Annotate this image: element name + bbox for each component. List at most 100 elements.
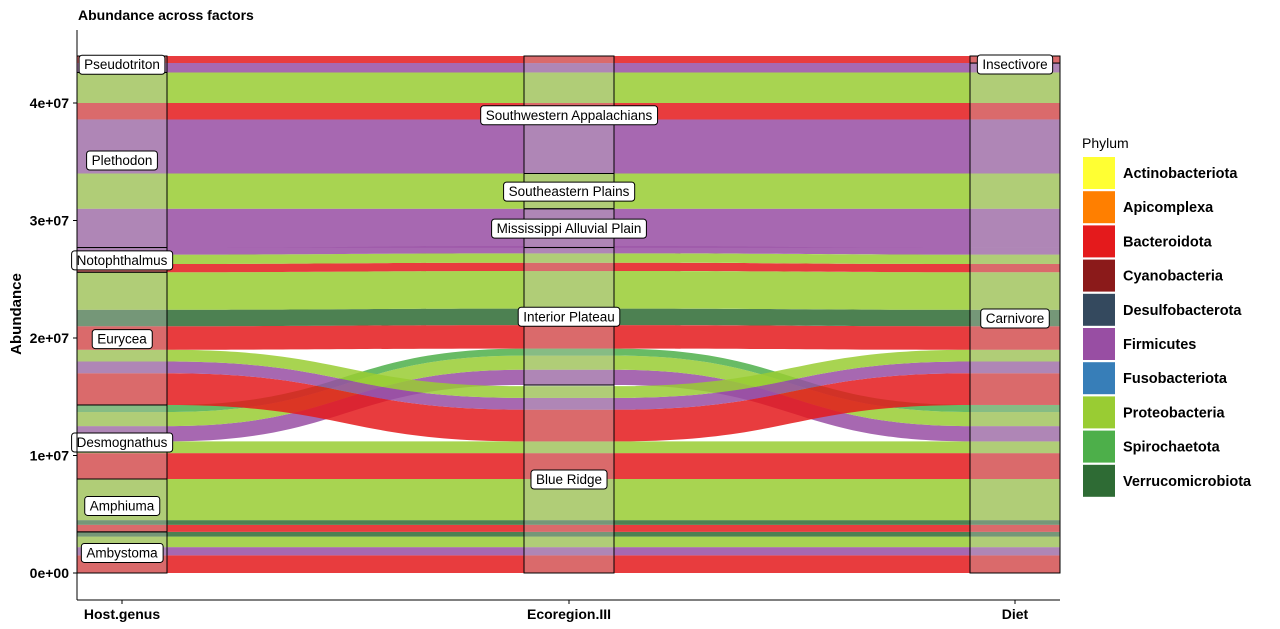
stratum-flow-band (970, 208, 1060, 248)
stratum-flow-band (524, 119, 614, 174)
flow-ribbon (167, 536, 524, 548)
stratum-flow-band (970, 547, 1060, 556)
stratum-label: Blue Ridge (530, 469, 608, 490)
flow-ribbon (167, 453, 524, 479)
flow-ribbon (614, 253, 970, 264)
stratum-label: Mississippi Alluvial Plain (491, 218, 647, 239)
legend-label: Desulfobacterota (1123, 303, 1242, 319)
flow-ribbon (167, 308, 524, 327)
stratum-label-text: Southwestern Appalachians (486, 108, 653, 123)
flow-ribbon (614, 72, 970, 103)
legend-swatch (1083, 225, 1115, 258)
stratum-label: Pseudotriton (78, 54, 166, 75)
stratum-flow-band (970, 72, 1060, 103)
flow-ribbon (614, 208, 970, 248)
flows-layer (77, 56, 1060, 573)
flow-ribbon (167, 373, 524, 442)
stratum-flow-band (970, 247, 1060, 255)
stratum-label: Eurycea (91, 329, 153, 350)
stratum-label: Ambystoma (80, 542, 164, 563)
stratum-label-box (980, 308, 1050, 329)
legend-swatch (1083, 430, 1115, 463)
legend-swatch (1083, 191, 1115, 224)
flow-ribbon (614, 246, 970, 255)
legend-label: Bacteroidota (1123, 234, 1213, 250)
stratum-flow-band (970, 173, 1060, 209)
flow-ribbon (167, 262, 524, 273)
flow-ribbon (167, 119, 524, 174)
stratum-flow-band (524, 253, 614, 263)
y-tick-label: 2e+07 (30, 330, 70, 346)
stratum-flow-band (970, 263, 1060, 273)
stratum-flow-band (77, 72, 167, 103)
flow-ribbon (167, 253, 524, 264)
stratum-flow-band (77, 272, 167, 310)
flow-ribbon (167, 441, 524, 454)
stratum-flow-band (970, 531, 1060, 537)
stratum-flow-band (524, 555, 614, 573)
flow-ribbon (614, 479, 970, 521)
y-ticks-layer: 0e+00 1e+07 2e+07 3e+07 4e+07 (30, 95, 77, 581)
legend-swatch (1083, 259, 1115, 292)
stratum-flow-band (524, 409, 614, 442)
stratum-label-box (78, 54, 166, 75)
stratum-flow-band (970, 349, 1060, 362)
stratum-label-text: Blue Ridge (536, 472, 602, 487)
stratum-label-text: Ambystoma (86, 545, 158, 560)
flow-ribbon (614, 441, 970, 454)
x-ticks-layer: Host.genus Ecoregion.III Diet (84, 600, 1029, 622)
stratum-flow-band (77, 524, 167, 532)
stratum-flow-band (524, 56, 614, 64)
stratum-flow-band (77, 349, 167, 362)
stratum-flow-band (77, 412, 167, 427)
stratum-label-box (503, 181, 636, 202)
stratum-flow-band (524, 262, 614, 272)
stratum-label: Interior Plateau (517, 306, 621, 327)
x-tick-label: Ecoregion.III (527, 606, 611, 622)
flow-ribbon (167, 479, 524, 521)
stratum-flow-band (524, 531, 614, 537)
stratum-flow-band (524, 386, 614, 398)
stratum-label-text: Desmognathus (77, 435, 168, 450)
stratum-label: Southeastern Plains (503, 181, 636, 202)
stratum-label-box (530, 469, 608, 490)
stratum-label-box (480, 105, 659, 126)
stratum-label-box (80, 542, 164, 563)
flow-ribbon (614, 119, 970, 174)
stratum-label: Notophthalmus (71, 250, 174, 271)
flow-ribbon (614, 524, 970, 532)
flow-ribbon (614, 262, 970, 273)
stratum-flow-band (970, 254, 1060, 264)
stratum-flow-band (524, 355, 614, 370)
flow-ribbon (167, 325, 524, 350)
stratum-label-text: Mississippi Alluvial Plain (497, 221, 642, 236)
legend-swatch (1083, 328, 1115, 360)
flow-ribbon (167, 63, 524, 73)
y-tick-label: 3e+07 (30, 213, 70, 229)
stratum-label: Southwestern Appalachians (480, 105, 659, 126)
flow-ribbon (167, 520, 524, 525)
flow-ribbon (614, 536, 970, 548)
legend-swatch (1083, 293, 1115, 326)
stratum-label-text: Interior Plateau (523, 309, 615, 324)
stratum-label-box (86, 150, 158, 171)
legend-label: Cyanobacteria (1123, 269, 1224, 285)
legend-label: Actinobacteriota (1123, 166, 1238, 182)
flow-ribbon (614, 103, 970, 120)
stratum-flow-band (77, 531, 167, 537)
stratum-flow-band (970, 426, 1060, 442)
legend-title: Phylum (1082, 135, 1129, 151)
stratum-flow-band (970, 119, 1060, 174)
legend-swatch (1083, 396, 1115, 429)
chart-title: Abundance across factors (78, 7, 254, 23)
legend-label: Fusobacteriota (1123, 371, 1228, 387)
stratum-label-box (71, 250, 174, 271)
stratum-label: Plethodon (86, 150, 158, 171)
legend-swatch (1083, 157, 1115, 189)
stratum-flow-band (524, 369, 614, 385)
flow-ribbon (614, 373, 970, 442)
stratum-flow-band (970, 272, 1060, 310)
stratum-flow-band (524, 524, 614, 532)
legend-label: Spirochaetota (1123, 440, 1221, 456)
stratum-flow-band (77, 103, 167, 120)
